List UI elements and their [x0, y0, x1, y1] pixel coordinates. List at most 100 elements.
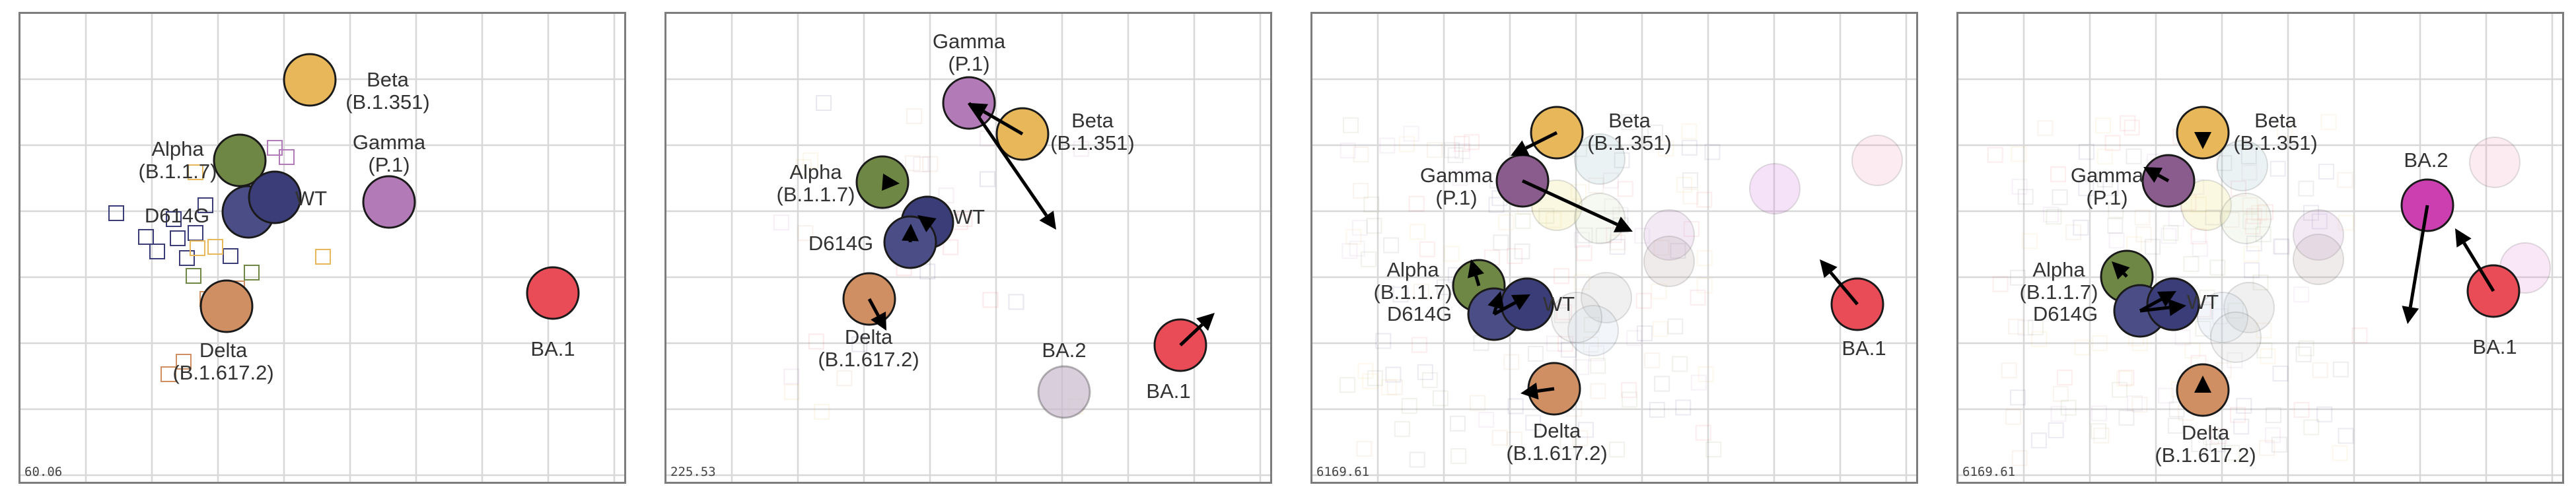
serum-point [1417, 364, 1433, 380]
serum-point [1339, 377, 1355, 393]
serum-point [1488, 197, 1505, 213]
shift-arrow-head [1820, 259, 1838, 279]
serum-point [956, 211, 973, 227]
ghost-antigen-point [1574, 193, 1626, 244]
serum-point [1590, 358, 1606, 374]
serum-point [1609, 442, 1626, 458]
serum-point [1604, 198, 1620, 214]
serum-point [2203, 429, 2219, 446]
shift-arrow [2462, 242, 2495, 292]
serum-point [1583, 337, 1599, 353]
serum-point [2104, 135, 2121, 151]
serum-point [1349, 240, 1365, 257]
antigen-label-delta: Delta [2182, 421, 2230, 444]
serum-point [2273, 239, 2290, 255]
ghost-antigen-point [1551, 292, 1602, 343]
serum-point [2030, 432, 2047, 449]
serum-point [938, 187, 954, 204]
shift-arrow-head [1468, 259, 1484, 279]
antigen-label-alpha: Alpha [1386, 258, 1439, 281]
serum-point [1409, 451, 1425, 468]
shift-arrow [1521, 179, 1618, 226]
serum-point [1436, 279, 1452, 296]
ghost-antigen-point [1851, 135, 1903, 186]
shift-arrow [1493, 301, 1517, 316]
serum-point [1421, 372, 1438, 388]
serum-point [1392, 286, 1409, 303]
serum-point [2094, 117, 2111, 134]
serum-point [1696, 191, 1713, 208]
serum-point [1386, 379, 1403, 395]
serum-point [1353, 147, 1369, 163]
serum-point [2216, 155, 2233, 172]
serum-point [179, 250, 195, 266]
serum-point [797, 225, 814, 242]
serum-point [2260, 348, 2276, 364]
serum-point [1503, 354, 1520, 370]
serum-point [2183, 255, 2200, 272]
serum-point [2048, 422, 2064, 438]
shift-arrow-head [2455, 228, 2472, 248]
serum-point [2273, 238, 2289, 255]
serum-point [1670, 243, 1686, 259]
serum-point [2233, 418, 2250, 435]
serum-point [2209, 436, 2226, 453]
serum-point [2022, 233, 2038, 249]
antigen-label-delta: (B.1.617.2) [2155, 444, 2256, 467]
serum-point [1507, 398, 1524, 414]
serum-point [1635, 292, 1652, 309]
serum-point [2293, 286, 2310, 303]
serum-point [2017, 319, 2034, 336]
serum-point [1573, 274, 1590, 290]
serum-point [1588, 177, 1604, 193]
serum-point [2011, 450, 2028, 467]
serum-point [2256, 322, 2272, 339]
antigen-point-alpha [213, 133, 267, 187]
shift-arrow-head [2402, 306, 2419, 324]
antigen-label-beta: Beta [1071, 109, 1114, 132]
serum-point [2124, 119, 2140, 136]
serum-point [2091, 335, 2108, 351]
serum-point [2246, 235, 2262, 251]
serum-point [2229, 407, 2246, 423]
antigenic-map-panel-4: Beta (B.1.351) Gamma (P.1) BA.2 Alpha (B.1.1.7… [1956, 12, 2564, 484]
serum-point [1443, 142, 1460, 158]
serum-point [2318, 164, 2334, 180]
serum-point [1491, 430, 1508, 446]
serum-point [2108, 232, 2125, 249]
serum-point [1658, 140, 1674, 156]
serum-point [166, 211, 182, 227]
serum-point [1634, 228, 1651, 244]
antigen-label-wt: WT [953, 205, 985, 228]
serum-point [1653, 240, 1670, 256]
ghost-antigen-point [2293, 234, 2344, 285]
antigen-point-wt [248, 170, 302, 224]
serum-point [2205, 209, 2221, 226]
serum-point [919, 263, 936, 280]
antigen-label-delta: Delta [845, 325, 893, 348]
antigen-label-alpha: (B.1.1.7) [139, 160, 217, 183]
antigen-label-ba1: BA.1 [530, 337, 575, 360]
antigen-point-alpha [855, 155, 910, 209]
antigen-label-gamma: Gamma [933, 30, 1006, 53]
serum-point [1651, 283, 1667, 300]
shift-arrow [1829, 271, 1859, 306]
antigen-label-ba1: BA.1 [1146, 380, 1190, 403]
stress-value: 60.06 [24, 465, 63, 479]
ghost-antigen-point [2180, 180, 2232, 231]
shift-arrow [983, 110, 1024, 136]
serum-point [1343, 117, 1359, 133]
ghost-antigen-point [2210, 312, 2262, 363]
shift-arrow-head [2143, 167, 2163, 183]
antigenic-map-3: Beta(B.1.351) Gamma(P.1) Alpha(B.1.1.7)D61… [1312, 14, 1916, 482]
serum-point [2276, 121, 2293, 137]
serum-point [2242, 213, 2259, 230]
serum-point [2005, 409, 2022, 425]
serum-point [979, 171, 995, 187]
serum-point [2167, 418, 2184, 434]
serum-point [1559, 433, 1576, 449]
serum-point [267, 140, 283, 156]
serum-point [1353, 183, 1369, 199]
shift-arrow-head [1196, 313, 1215, 331]
serum-point [1366, 218, 1382, 234]
